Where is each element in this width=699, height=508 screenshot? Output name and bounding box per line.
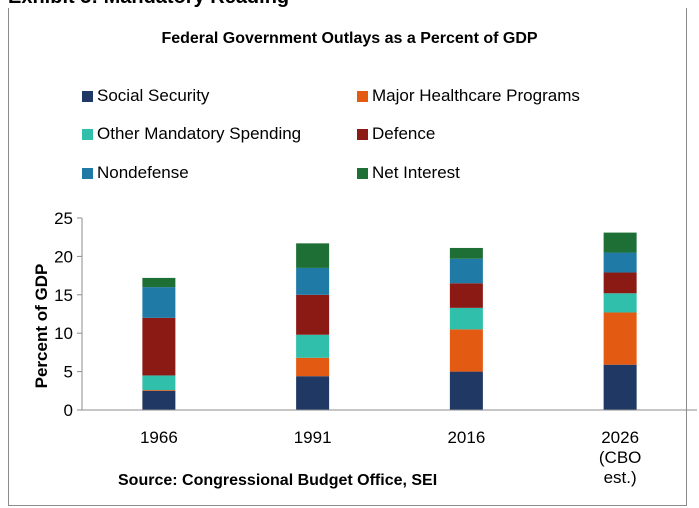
legend-item-social-security: Social Security [82,86,209,106]
chart-title: Federal Government Outlays as a Percent … [161,30,538,47]
legend-item-net-interest: Net Interest [357,163,460,183]
legend-label: Other Mandatory Spending [97,124,302,143]
source-note: Source: Congressional Budget Office, SEI [118,472,438,489]
legend-swatch [82,90,93,102]
chart-frame [8,8,687,506]
legend-label: Major Healthcare Programs [372,86,580,105]
legend-label: Social Security [97,86,210,105]
legend-item-nondefense: Nondefense [82,163,189,183]
legend-item-healthcare: Major Healthcare Programs [357,86,580,106]
legend-label: Nondefense [97,163,189,182]
legend-swatch [357,90,368,102]
legend-item-other-mandatory: Other Mandatory Spending [82,124,301,144]
y-axis-label: Percent of GDP [32,263,51,389]
legend-swatch [357,167,368,179]
legend-item-defence: Defence [357,124,435,144]
legend-swatch [82,167,93,179]
legend-label: Defence [372,124,436,143]
legend-swatch [357,128,368,140]
exhibit-title: Exhibit 3: Mandatory Reading [8,0,289,9]
legend-label: Net Interest [372,163,460,182]
legend-swatch [82,128,93,140]
